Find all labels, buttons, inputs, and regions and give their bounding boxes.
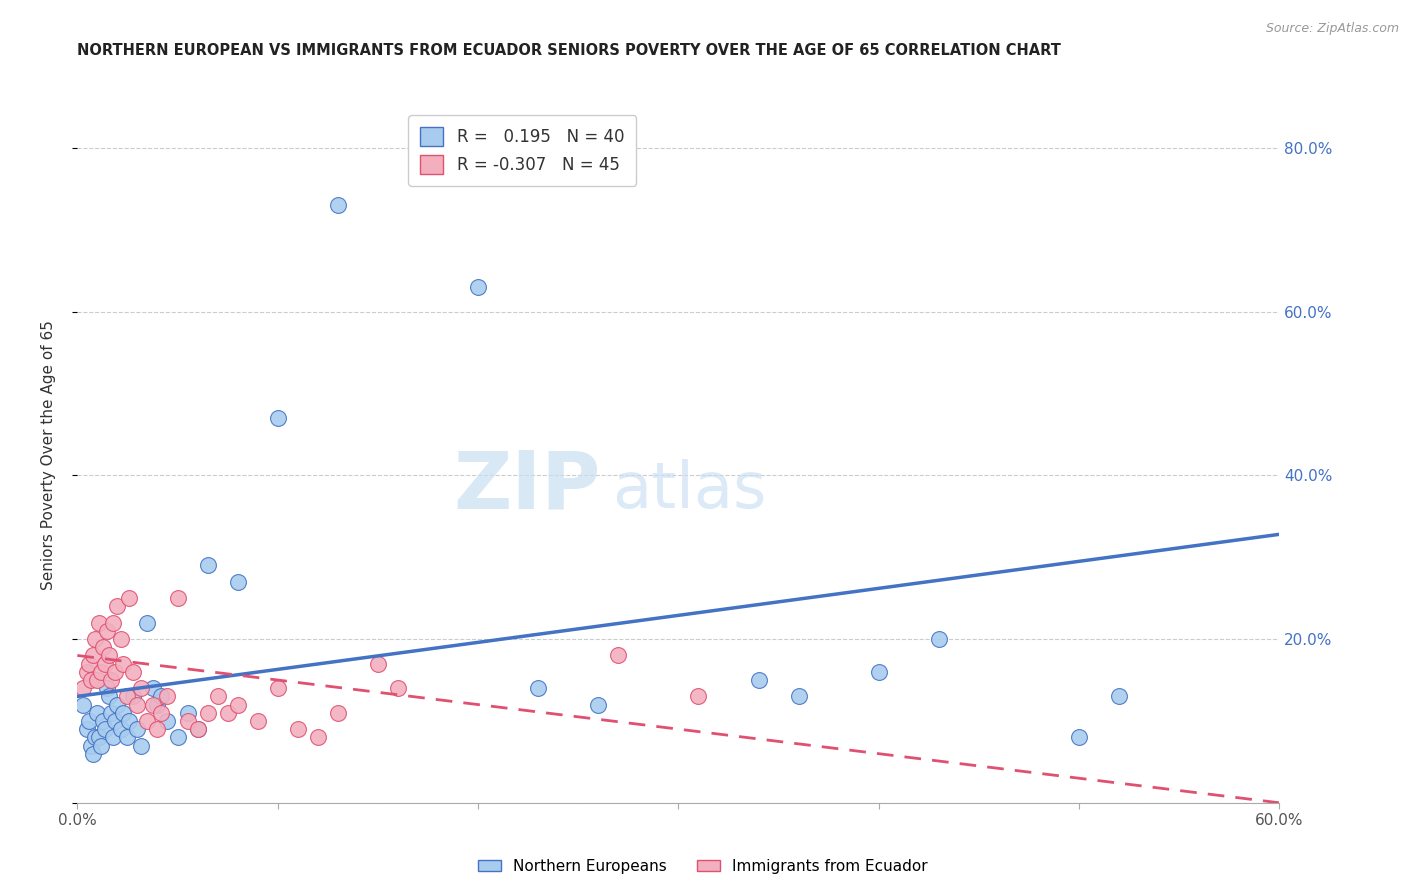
Point [89,731,111,745]
Point [166,591,188,606]
Point [387,681,409,696]
Point [267,411,290,425]
Point [131,681,153,696]
Point [136,714,159,728]
Point [367,657,389,671]
Point [156,690,179,704]
Point [787,690,810,704]
Point [76,665,98,679]
Point [326,706,349,720]
Point [142,698,165,712]
Point [156,714,179,728]
Point [104,714,127,728]
Y-axis label: Seniors Poverty Over the Age of 65: Seniors Poverty Over the Age of 65 [42,320,56,590]
Point [104,665,127,679]
Point [94,657,117,671]
Point [217,706,239,720]
Point [86,673,108,687]
Point [176,714,198,728]
Text: atlas: atlas [612,458,766,521]
Point [82,747,104,761]
Point [688,690,710,704]
Point [103,615,125,630]
Point [142,681,165,696]
Point [467,280,489,294]
Point [197,706,219,720]
Point [90,739,112,753]
Point [93,640,115,655]
Point [187,722,209,736]
Point [98,648,121,663]
Point [107,599,129,614]
Point [103,731,125,745]
Point [72,681,94,696]
Point [107,698,129,712]
Point [197,558,219,573]
Point [207,690,229,704]
Point [146,722,169,736]
Point [127,698,149,712]
Point [226,698,249,712]
Point [131,739,153,753]
Point [607,648,630,663]
Point [527,681,550,696]
Point [118,714,141,728]
Point [287,722,309,736]
Point [1069,731,1091,745]
Text: Source: ZipAtlas.com: Source: ZipAtlas.com [1265,22,1399,36]
Text: ZIP: ZIP [453,447,600,525]
Point [72,698,94,712]
Point [84,632,107,646]
Point [112,706,135,720]
Point [226,574,249,589]
Point [96,624,118,638]
Point [122,665,145,679]
Point [112,657,135,671]
Point [80,673,103,687]
Point [928,632,950,646]
Point [588,698,610,712]
Point [868,665,890,679]
Point [136,615,159,630]
Point [166,731,188,745]
Point [79,714,101,728]
Point [127,722,149,736]
Point [246,714,269,728]
Point [187,722,209,736]
Point [122,690,145,704]
Point [86,706,108,720]
Point [89,615,111,630]
Point [748,673,770,687]
Point [100,706,122,720]
Point [96,681,118,696]
Point [307,731,329,745]
Point [90,665,112,679]
Point [1108,690,1130,704]
Point [150,706,173,720]
Point [82,648,104,663]
Point [76,722,98,736]
Point [94,722,117,736]
Point [146,698,169,712]
Point [176,706,198,720]
Legend: Northern Europeans, Immigrants from Ecuador: Northern Europeans, Immigrants from Ecua… [472,853,934,880]
Point [79,657,101,671]
Point [117,731,139,745]
Legend: R =   0.195   N = 40, R = -0.307   N = 45: R = 0.195 N = 40, R = -0.307 N = 45 [408,115,636,186]
Point [93,714,115,728]
Text: NORTHERN EUROPEAN VS IMMIGRANTS FROM ECUADOR SENIORS POVERTY OVER THE AGE OF 65 : NORTHERN EUROPEAN VS IMMIGRANTS FROM ECU… [77,43,1062,58]
Point [267,681,290,696]
Point [150,690,173,704]
Point [100,673,122,687]
Point [98,690,121,704]
Point [84,731,107,745]
Point [117,690,139,704]
Point [110,722,132,736]
Point [110,632,132,646]
Point [118,591,141,606]
Point [80,739,103,753]
Point [326,198,349,212]
